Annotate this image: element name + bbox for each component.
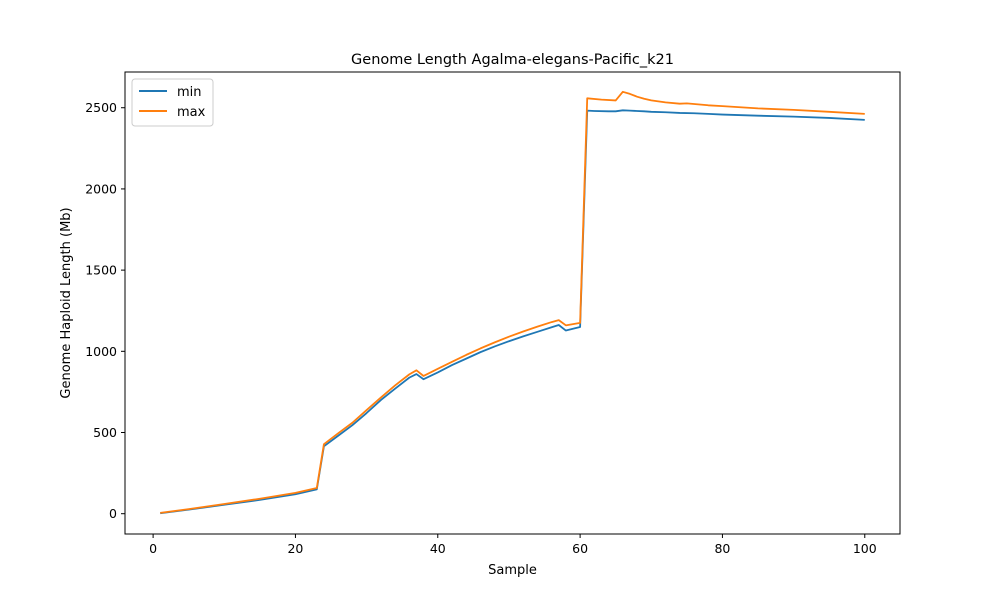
series-layer — [160, 90, 865, 515]
x-tick-label: 20 — [287, 541, 303, 556]
y-tick-label: 2500 — [85, 100, 117, 115]
x-tick-label: 80 — [714, 541, 730, 556]
x-axis: 0 20 40 60 80 100 — [149, 534, 877, 556]
plot-area — [125, 72, 900, 534]
plot-frame — [124, 71, 901, 535]
y-tick-label: 1000 — [85, 344, 117, 359]
series-line-min — [160, 109, 865, 515]
y-tick-label: 0 — [109, 506, 117, 521]
y-tick-label: 500 — [93, 425, 117, 440]
legend-label-max: max — [177, 105, 206, 120]
y-tick-label: 1500 — [85, 263, 117, 278]
x-axis-label: Sample — [488, 563, 537, 578]
x-tick-label: 60 — [572, 541, 588, 556]
legend-label-min: min — [177, 85, 202, 100]
y-axis-label: Genome Haploid Length (Mb) — [59, 207, 74, 398]
x-tick-label: 0 — [149, 541, 157, 556]
y-tick-label: 2000 — [85, 181, 117, 196]
x-tick-label: 40 — [430, 541, 446, 556]
legend: min max — [131, 78, 214, 127]
y-axis: 0 500 1000 1500 2000 2500 — [85, 100, 125, 521]
chart-title: Genome Length Agalma-elegans-Pacific_k21 — [351, 52, 674, 68]
x-tick-label: 100 — [853, 541, 877, 556]
series-line-max — [160, 90, 865, 514]
